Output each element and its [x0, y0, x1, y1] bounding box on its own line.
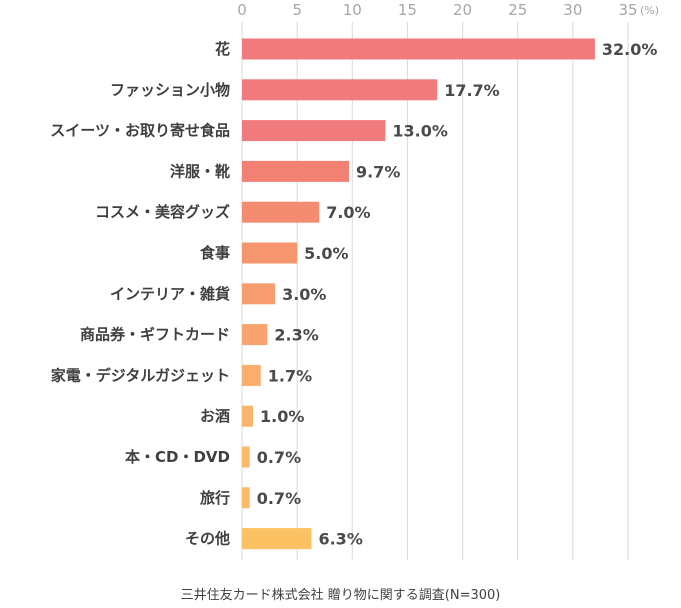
- data-label: 6.3%: [318, 530, 362, 549]
- bars: [242, 38, 595, 550]
- data-label: 1.7%: [268, 366, 312, 385]
- category-label: インテリア・雑貨: [110, 285, 230, 303]
- x-tick-label: 10: [343, 1, 362, 19]
- bar: [242, 528, 312, 550]
- bar: [242, 242, 298, 264]
- data-label: 3.0%: [282, 285, 326, 304]
- x-tick-label: 35: [618, 1, 637, 19]
- data-label: 0.7%: [257, 448, 301, 467]
- x-axis-unit: (%): [640, 4, 659, 17]
- x-tick-label: 25: [508, 1, 527, 19]
- bar: [242, 405, 254, 427]
- bar: [242, 487, 250, 509]
- data-label: 13.0%: [392, 122, 448, 141]
- bar: [242, 79, 438, 101]
- x-tick-label: 15: [398, 1, 417, 19]
- category-label: コスメ・美容グッズ: [95, 203, 230, 221]
- data-label: 5.0%: [304, 244, 348, 263]
- bar: [242, 324, 268, 346]
- x-tick-label: 20: [453, 1, 472, 19]
- data-label: 17.7%: [444, 81, 500, 100]
- bar: [242, 446, 250, 468]
- bar: [242, 364, 261, 386]
- x-tick-label: 0: [237, 1, 247, 19]
- bar: [242, 160, 349, 182]
- x-axis-ticks: 0 5 10 15 20 25 30 35: [237, 1, 637, 19]
- data-label: 9.7%: [356, 162, 400, 181]
- gridlines: [241, 22, 629, 560]
- bar: [242, 283, 276, 305]
- x-tick-label: 5: [292, 1, 302, 19]
- bar: [242, 38, 595, 60]
- x-tick-label: 30: [563, 1, 582, 19]
- category-label: 本・CD・DVD: [125, 448, 230, 466]
- category-label: その他: [185, 530, 230, 548]
- data-label: 2.3%: [274, 326, 318, 345]
- category-label: 食事: [200, 244, 230, 262]
- data-label: 1.0%: [260, 407, 304, 426]
- category-label: 洋服・靴: [170, 162, 230, 180]
- category-label: 家電・デジタルガジェット: [51, 366, 230, 384]
- category-label: ファッション小物: [110, 81, 230, 99]
- category-label: お酒: [200, 407, 230, 425]
- data-label: 7.0%: [326, 203, 370, 222]
- category-labels: 花ファッション小物スイーツ・お取り寄せ食品洋服・靴コスメ・美容グッズ食事インテリ…: [50, 40, 230, 548]
- data-labels: 32.0% 17.7% 13.0% 9.7% 7.0% 5.0% 3.0% 2.3% 1.7% 1…: [257, 40, 658, 549]
- data-label: 32.0%: [602, 40, 658, 59]
- bar: [242, 201, 320, 223]
- category-label: 旅行: [200, 489, 230, 507]
- category-label: 花: [215, 40, 230, 58]
- category-label: 商品券・ギフトカード: [80, 326, 230, 344]
- source-note: 三井住友カード株式会社 贈り物に関する調査(N=300): [180, 588, 501, 603]
- bar: [242, 120, 386, 142]
- category-label: スイーツ・お取り寄せ食品: [50, 122, 230, 140]
- data-label: 0.7%: [257, 489, 301, 508]
